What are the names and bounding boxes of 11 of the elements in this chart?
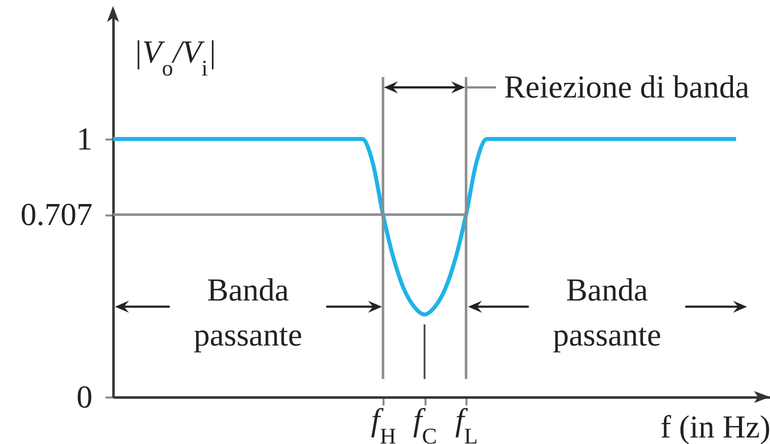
y-tick-label: 0.707 [20,196,92,232]
x-tick-label: f$_{C}$ [413,402,437,444]
annotation: Reiezione di banda [504,68,750,104]
x-tick-label: f$_{L}$ [455,402,478,444]
y-axis-title: |V$_{o}$/V$_{i}$| [134,34,217,80]
annotation: Banda passante [194,272,302,353]
y-tick-label: 1 [76,120,92,156]
x-axis-title: f (in Hz) [660,408,770,444]
x-tick-label: f$_{H}$ [370,402,396,444]
annotation: Banda passante [552,272,662,353]
y-tick-label: 0 [76,378,92,414]
